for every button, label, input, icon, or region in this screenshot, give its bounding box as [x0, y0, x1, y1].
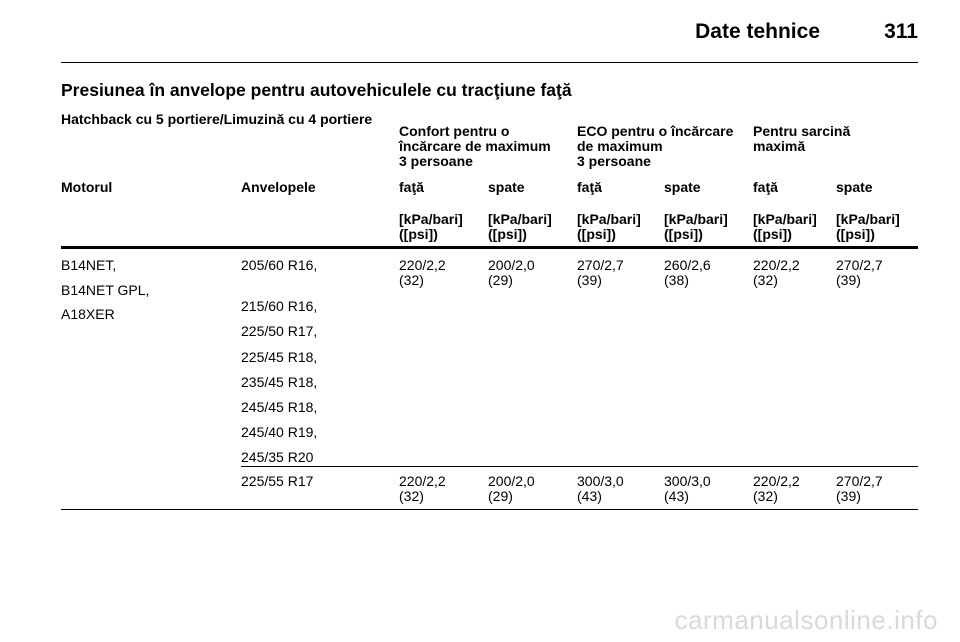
load-group-line: ECO pentru o încărcare [577, 123, 734, 139]
header-rule-thick [61, 246, 918, 249]
col-header-position: spate [664, 179, 701, 195]
pressure-value: 270/2,7 (39) [577, 257, 624, 288]
load-group-max: Pentru sarcină maximă [753, 124, 850, 154]
pressure-value: 300/3,0 (43) [577, 473, 624, 504]
unit-header: [kPa/bari] ([psi]) [488, 211, 552, 242]
load-group-line: maximă [753, 138, 806, 154]
pressure-value: 220/2,2 (32) [753, 473, 800, 504]
unit-header: [kPa/bari] ([psi]) [577, 211, 641, 242]
load-group-line: încărcare de maximum [399, 138, 551, 154]
pressure-value: 220/2,2 (32) [399, 473, 446, 504]
pressure-value: 270/2,7 (39) [836, 473, 883, 504]
table-bottom-rule [61, 509, 918, 510]
pressure-value: 200/2,0 (29) [488, 257, 535, 288]
tyre-size: 235/45 R18, [241, 374, 318, 390]
page-number: 311 [884, 20, 918, 43]
section-title: Presiunea în anvelope pentru autovehicul… [61, 80, 572, 100]
load-group-comfort: Confort pentru o încărcare de maximum 3 … [399, 124, 551, 169]
subsection-title: Hatchback cu 5 portiere/Limuzină cu 4 po… [61, 111, 373, 127]
tyre-size: 225/55 R17 [241, 473, 314, 489]
load-group-eco: ECO pentru o încărcare de maximum 3 pers… [577, 124, 733, 169]
tyre-size: 245/40 R19, [241, 424, 318, 440]
col-header-position: faţă [753, 179, 778, 195]
pressure-value: 220/2,2 (32) [399, 257, 446, 288]
row-divider [241, 466, 918, 467]
tyre-size: 245/35 R20 [241, 449, 314, 465]
col-header-position: spate [488, 179, 525, 195]
col-header-position: faţă [399, 179, 424, 195]
pressure-value: 220/2,2 (32) [753, 257, 800, 288]
load-group-line: 3 persoane [399, 153, 473, 169]
tyre-size: 205/60 R16, [241, 257, 318, 273]
load-group-line: 3 persoane [577, 153, 651, 169]
load-group-line: Pentru sarcină [753, 123, 851, 139]
engine-name: B14NET, [61, 257, 117, 273]
engine-name: B14NET GPL, [61, 282, 150, 298]
col-header-tyres: Anvelopele [241, 179, 316, 195]
tyre-size: 225/50 R17, [241, 323, 318, 339]
pressure-value: 200/2,0 (29) [488, 473, 535, 504]
tyre-size: 225/45 R18, [241, 349, 318, 365]
unit-header: [kPa/bari] ([psi]) [664, 211, 728, 242]
unit-header: [kPa/bari] ([psi]) [399, 211, 463, 242]
watermark: carmanualsonline.info [674, 605, 938, 635]
engine-name: A18XER [61, 306, 115, 322]
header-divider [61, 62, 918, 63]
load-group-line: de maximum [577, 138, 663, 154]
pressure-value: 260/2,6 (38) [664, 257, 711, 288]
pressure-value: 270/2,7 (39) [836, 257, 883, 288]
col-header-position: faţă [577, 179, 602, 195]
unit-header: [kPa/bari] ([psi]) [753, 211, 817, 242]
pressure-value: 300/3,0 (43) [664, 473, 711, 504]
load-group-line: Confort pentru o [399, 123, 510, 139]
page-header-title: Date tehnice [695, 20, 820, 43]
col-header-position: spate [836, 179, 873, 195]
unit-header: [kPa/bari] ([psi]) [836, 211, 900, 242]
tyre-size: 245/45 R18, [241, 399, 318, 415]
col-header-engine: Motorul [61, 179, 113, 195]
tyre-size: 215/60 R16, [241, 298, 318, 314]
